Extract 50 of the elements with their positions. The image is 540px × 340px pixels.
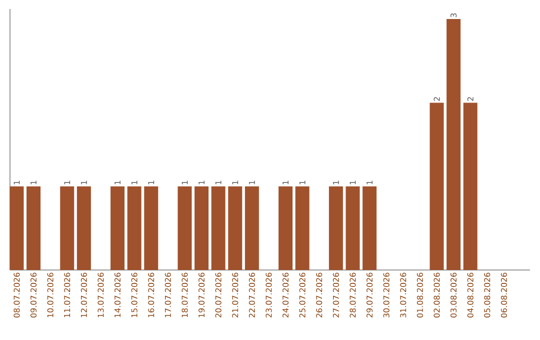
x-tick-label: 08.07.2026 [14, 272, 20, 318]
x-tick-label: 14.07.2026 [114, 272, 121, 318]
x-tick-label: 13.07.2026 [98, 272, 104, 318]
x-tick-label: 16.07.2026 [148, 272, 154, 318]
data-label: 1 [350, 180, 356, 184]
data-label: 1 [299, 180, 306, 184]
data-label: 1 [148, 180, 154, 184]
x-tick-label: 22.07.2026 [248, 272, 255, 318]
x-tick-label: 12.07.2026 [80, 272, 87, 318]
data-label: 1 [215, 180, 222, 184]
data-label: 1 [131, 180, 138, 184]
x-tick-label: 04.08.2026 [467, 272, 474, 318]
x-tick-label: 17.07.2026 [164, 272, 171, 318]
data-label: 1 [64, 180, 70, 184]
x-tick-label: 31.07.2026 [400, 272, 406, 318]
x-tick-label: 15.07.2026 [131, 272, 138, 318]
x-tick-label: 03.08.2026 [450, 272, 457, 318]
data-label: 1 [198, 180, 204, 184]
data-label: 1 [81, 180, 87, 184]
x-tick-label: 23.07.2026 [266, 272, 272, 318]
x-tick-label: 19.07.2026 [198, 272, 205, 318]
x-tick-label: 24.07.2026 [282, 272, 289, 318]
x-tick-label: 18.07.2026 [182, 272, 188, 318]
data-label: 1 [14, 180, 20, 184]
x-tick-label: 09.07.2026 [30, 272, 37, 318]
x-tick-label: 21.07.2026 [232, 272, 238, 318]
x-tick-label: 06.08.2026 [500, 272, 507, 318]
x-tick-label: 26.07.2026 [316, 272, 322, 318]
data-label: 1 [114, 180, 120, 184]
data-label: 1 [30, 180, 36, 184]
x-tick-label: 01.08.2026 [416, 272, 423, 318]
x-tick-label: 25.07.2026 [299, 272, 306, 318]
data-label: 1 [249, 180, 255, 184]
x-tick-label: 29.07.2026 [366, 272, 373, 318]
data-label: 1 [182, 180, 188, 184]
x-tick-label: 27.07.2026 [332, 272, 339, 318]
x-tick-label: 30.07.2026 [383, 272, 390, 318]
data-label: 2 [467, 97, 474, 101]
x-tick-label: 20.07.2026 [215, 272, 222, 318]
data-label: 1 [366, 180, 372, 184]
data-label: 1 [232, 180, 238, 184]
x-tick-label: 11.07.2026 [64, 272, 70, 318]
data-label: 3 [450, 13, 457, 18]
x-tick-label: 02.08.2026 [434, 272, 440, 318]
x-tick-label: 28.07.2026 [350, 272, 356, 318]
data-label: 1 [282, 180, 288, 184]
data-label: 1 [333, 180, 339, 184]
x-tick-label: 05.08.2026 [484, 272, 490, 318]
x-tick-label: 10.07.2026 [47, 272, 54, 318]
data-label: 2 [434, 97, 440, 101]
